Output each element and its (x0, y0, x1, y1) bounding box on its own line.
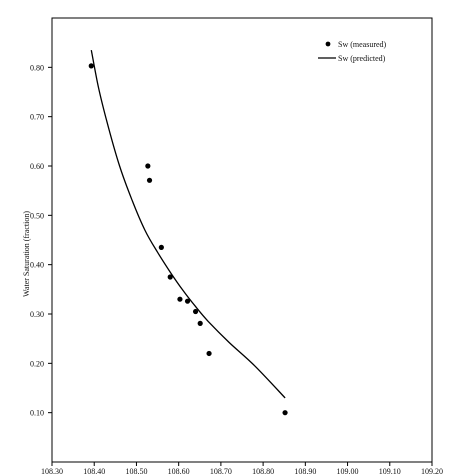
data-point-measured (145, 163, 151, 169)
y-tick-label: 0.50 (30, 211, 44, 220)
x-tick-label: 108.60 (168, 467, 190, 474)
x-tick-label: 108.30 (41, 467, 63, 474)
y-tick-label: 0.80 (30, 63, 44, 72)
y-axis-label: Water Saturation (fraction) (22, 211, 31, 297)
data-point-measured (177, 296, 183, 302)
data-point-measured (158, 244, 164, 250)
x-tick-label: 108.80 (252, 467, 274, 474)
x-tick-label: 109.10 (379, 467, 401, 474)
legend-marker-measured (325, 41, 331, 47)
legend: Sw (measured) Sw (predicted) (318, 40, 387, 63)
data-point-measured (184, 298, 191, 304)
y-tick-label: 0.40 (30, 261, 44, 270)
x-tick-label: 108.40 (83, 467, 105, 474)
data-point-measured (282, 410, 288, 416)
y-tick-label: 0.70 (30, 113, 44, 122)
y-tick-label: 0.20 (30, 359, 44, 368)
y-tick-label: 0.10 (30, 409, 44, 418)
data-point-measured (192, 308, 199, 315)
data-point-measured (88, 63, 94, 69)
x-tick-label: 109.00 (337, 467, 359, 474)
x-tick-label: 108.50 (125, 467, 147, 474)
data-point-measured (197, 320, 203, 326)
legend-label-measured: Sw (measured) (338, 40, 387, 49)
y-tick-label: 0.30 (30, 310, 44, 319)
series-line-predicted (90, 49, 286, 399)
y-tick-label: 0.60 (30, 162, 44, 171)
legend-label-predicted: Sw (predicted) (338, 54, 386, 63)
data-point-measured (146, 177, 153, 183)
data-point-measured (206, 350, 212, 357)
x-tick-label: 109.20 (421, 467, 443, 474)
plot-frame (51, 17, 433, 463)
x-tick-label: 108.70 (210, 467, 232, 474)
data-point-measured (167, 274, 173, 280)
x-tick-label: 108.90 (294, 467, 316, 474)
